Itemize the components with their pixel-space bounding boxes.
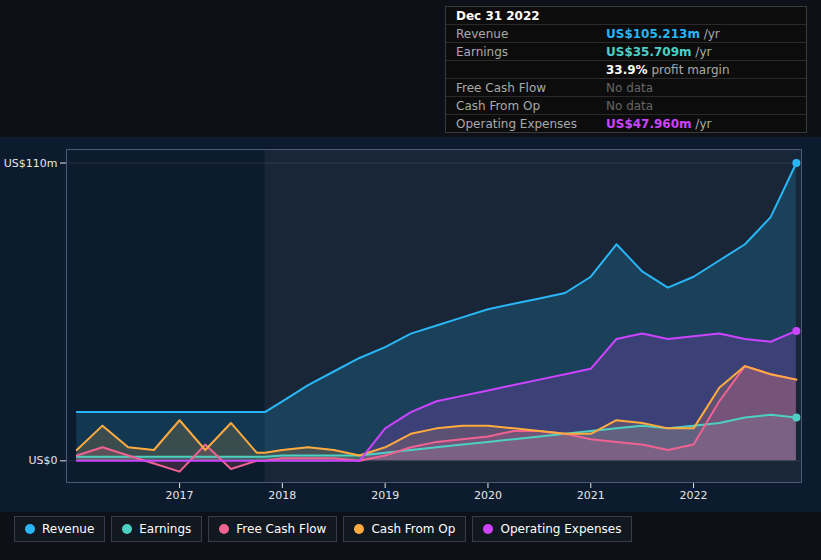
svg-text:2022: 2022 (680, 489, 708, 502)
svg-text:US$0: US$0 (28, 454, 57, 467)
html-text:Earnings: Earnings (139, 522, 192, 536)
html-text:Cash From Op: Cash From Op (371, 522, 456, 536)
html-text:Revenue: Revenue (456, 26, 509, 41)
svg-text:US$110m: US$110m (4, 157, 58, 170)
html-text:US$35.709m /yr: US$35.709m /yr (606, 44, 712, 59)
svg-text:2020: 2020 (474, 489, 502, 502)
html-text:33.9% profit margin: 33.9% profit margin (606, 62, 730, 77)
html-text:Operating Expenses: Operating Expenses (500, 522, 622, 536)
html-text:Earnings: Earnings (456, 44, 509, 59)
html-text:No data: No data (606, 98, 654, 113)
html-text:Dec 31 2022: Dec 31 2022 (456, 8, 540, 23)
html-text:Free Cash Flow: Free Cash Flow (456, 80, 547, 95)
svg-text:2019: 2019 (371, 489, 399, 502)
html-text:US$105.213m /yr: US$105.213m /yr (606, 26, 720, 41)
html-text:No data: No data (606, 80, 654, 95)
html-text:US$47.960m /yr: US$47.960m /yr (606, 116, 712, 131)
html-text:Free Cash Flow: Free Cash Flow (236, 522, 327, 536)
html-text:Revenue: Revenue (42, 522, 95, 536)
html-text:Cash From Op: Cash From Op (456, 98, 540, 113)
html-text:Operating Expenses: Operating Expenses (456, 116, 577, 131)
svg-text:2017: 2017 (166, 489, 194, 502)
svg-text:2018: 2018 (268, 489, 296, 502)
svg-text:2021: 2021 (577, 489, 605, 502)
